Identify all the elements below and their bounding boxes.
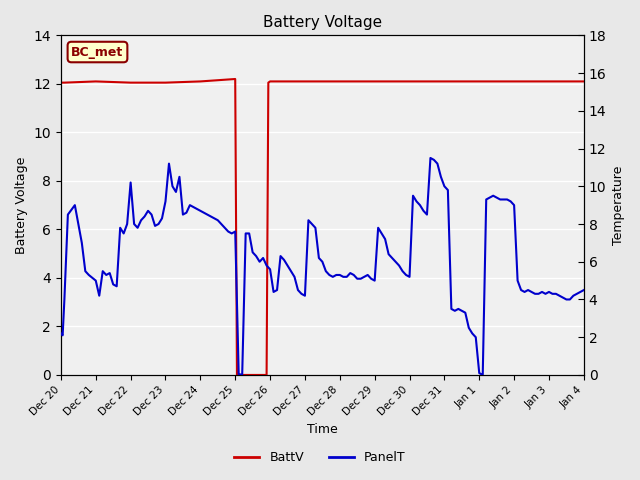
Y-axis label: Battery Voltage: Battery Voltage: [15, 156, 28, 254]
Title: Battery Voltage: Battery Voltage: [263, 15, 382, 30]
Legend: BattV, PanelT: BattV, PanelT: [229, 446, 411, 469]
Text: BC_met: BC_met: [72, 46, 124, 59]
Y-axis label: Temperature: Temperature: [612, 166, 625, 245]
X-axis label: Time: Time: [307, 423, 338, 436]
